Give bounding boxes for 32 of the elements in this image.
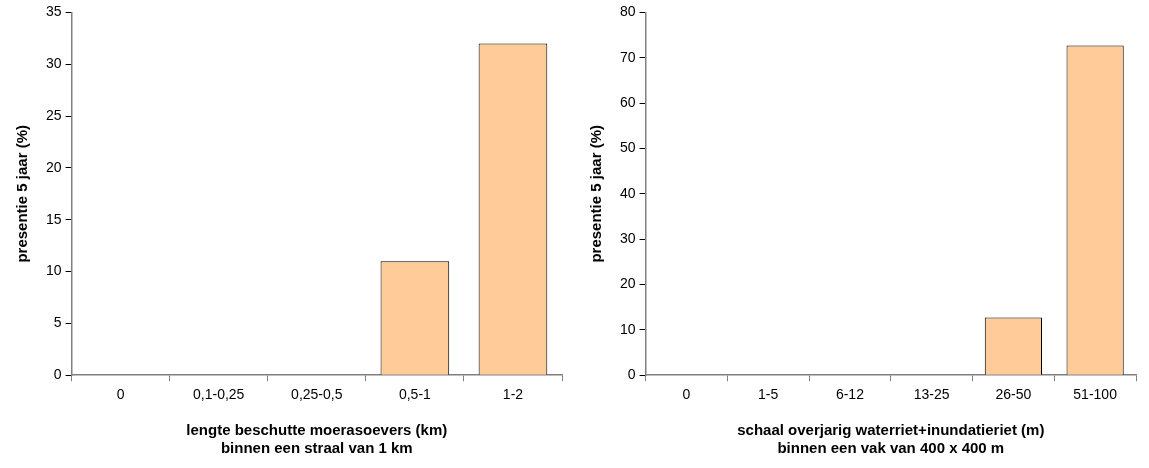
x-tick-label: 0	[682, 386, 691, 403]
y-axis-title: presentie 5 jaar (%)	[13, 125, 31, 263]
x-tick-label: 0,25-0,5	[291, 386, 343, 403]
y-tick-label: 10	[619, 320, 636, 337]
y-tick-label: 60	[619, 93, 636, 110]
y-tick-label: 30	[619, 230, 636, 247]
x-tick-label: 0	[116, 386, 125, 403]
x-tick-label: 6-12	[835, 386, 865, 403]
y-tick-label: 40	[619, 184, 636, 201]
y-tick-label: 35	[45, 3, 62, 20]
x-tick-label: 0,1-0,25	[193, 386, 245, 403]
x-tick-label: 26-50	[995, 386, 1032, 403]
x-tick-label: 1-2	[502, 386, 524, 403]
y-tick-label: 30	[45, 55, 62, 72]
y-tick-label: 0	[627, 366, 636, 383]
y-axis-title: presentie 5 jaar (%)	[587, 125, 605, 263]
y-tick-label: 50	[619, 139, 636, 156]
y-tick-label: 0	[53, 366, 62, 383]
x-tick-label: 51-100	[1073, 386, 1118, 403]
y-tick-label: 10	[45, 262, 62, 279]
x-tick-label: 1-5	[758, 386, 779, 403]
y-tick-label: 80	[619, 3, 636, 20]
x-axis-title: lengte beschutte moerasoevers (km) binnen een straal van 1 km	[186, 421, 448, 457]
x-axis-title: schaal overjarig waterriet+inundatieriet (m) binnen een vak van 400 x 400 m	[737, 421, 1045, 457]
x-tick-label: 0,5-1	[398, 386, 432, 403]
x-tick-label: 13-25	[913, 386, 950, 403]
y-tick-label: 70	[619, 48, 636, 65]
y-tick-label: 5	[53, 314, 62, 331]
y-tick-label: 25	[45, 106, 62, 123]
y-tick-label: 20	[619, 275, 636, 292]
y-tick-label: 15	[45, 210, 62, 227]
y-tick-label: 20	[45, 158, 62, 175]
